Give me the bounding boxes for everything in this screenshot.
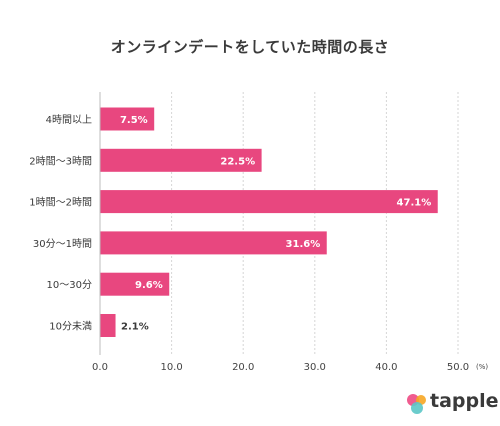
value-label: 9.6% — [135, 280, 163, 291]
x-tick-label: 40.0 — [375, 362, 397, 373]
bar — [100, 148, 262, 172]
category-label: 30分〜1時間 — [33, 238, 92, 250]
x-tick-label: 30.0 — [304, 362, 326, 373]
category-label: 10〜30分 — [47, 279, 92, 291]
bar — [100, 190, 438, 214]
value-label: 2.1% — [121, 322, 149, 333]
value-label: 47.1% — [397, 198, 432, 209]
category-label: 10分未満 — [49, 321, 92, 333]
tapple-logo: tapple — [404, 390, 499, 417]
x-tick-label: 0.0 — [92, 362, 108, 373]
category-label: 1時間〜2時間 — [29, 197, 92, 209]
chart-title: オンラインデートをしていた時間の長さ — [110, 38, 390, 56]
category-label: 2時間〜3時間 — [29, 155, 92, 167]
bar — [100, 231, 327, 255]
tapple-logo-text: tapple — [430, 390, 499, 412]
tapple-logo-icon — [407, 394, 426, 414]
x-tick-label: 50.0 — [447, 362, 469, 373]
category-label: 4時間以上 — [46, 114, 92, 126]
value-label: 7.5% — [120, 115, 148, 126]
bar — [100, 314, 116, 337]
bar — [100, 272, 170, 296]
x-tick-label: 10.0 — [160, 362, 182, 373]
x-unit-label: (%) — [476, 363, 488, 371]
x-tick-label: 20.0 — [232, 362, 254, 373]
value-label: 31.6% — [286, 239, 321, 250]
value-label: 22.5% — [220, 156, 255, 167]
bar — [100, 107, 155, 131]
